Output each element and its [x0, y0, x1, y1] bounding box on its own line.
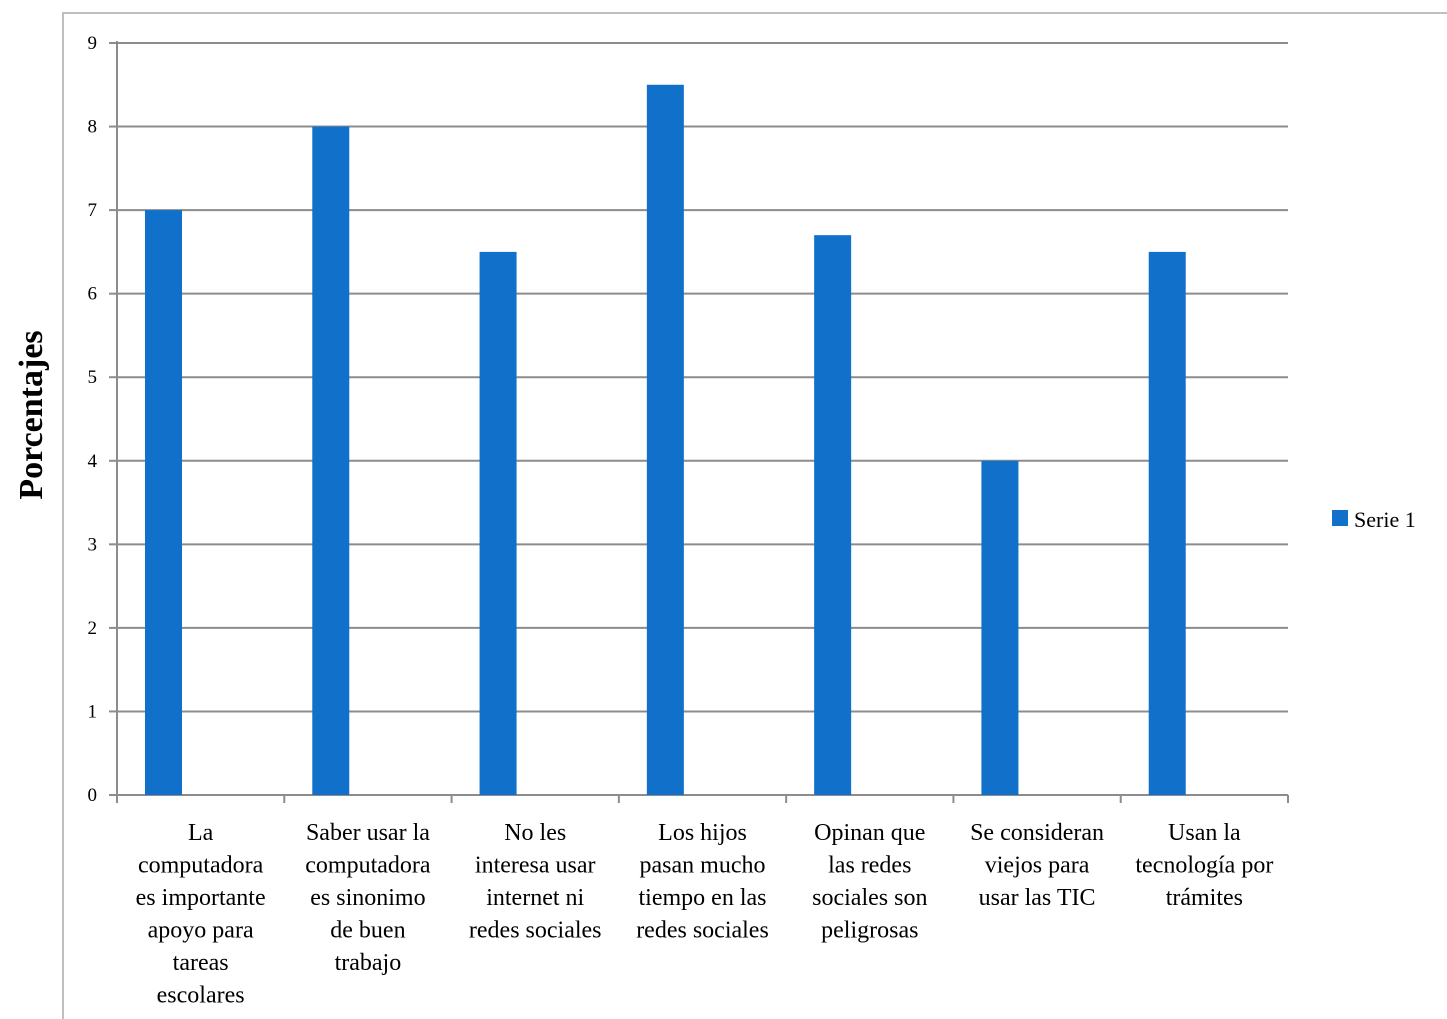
- y-tick-label: 1: [88, 701, 98, 722]
- bar: [814, 235, 852, 795]
- chart-frame: [62, 12, 1447, 1019]
- bar: [646, 84, 684, 796]
- y-tick-label: 9: [88, 33, 98, 54]
- y-tick-label: 0: [88, 785, 98, 806]
- y-tick-label: 5: [88, 367, 98, 388]
- legend-swatch: [1332, 510, 1348, 526]
- x-category-label: La computadora es importante apoyo para tare…: [136, 820, 266, 1009]
- legend: Serie 1: [1332, 507, 1416, 532]
- y-tick-label: 3: [88, 534, 98, 555]
- bar: [981, 460, 1019, 795]
- x-category-label: Saber usar la computadora es sinonimo de bu…: [305, 820, 431, 976]
- y-axis-label: Porcentajes: [13, 330, 50, 499]
- axes: [109, 41, 1289, 803]
- x-category-label: No les interesa usar internet ni redes soci…: [469, 820, 602, 944]
- bar: [1148, 251, 1186, 795]
- x-category-label: Los hijos pasan mucho tiempo en las redes s…: [636, 820, 769, 944]
- bar: [145, 210, 182, 796]
- y-tick-label: 8: [88, 117, 98, 138]
- bars: [145, 84, 1186, 796]
- y-tick-label: 4: [88, 451, 98, 472]
- y-tick-labels: 0 1 2 3 4 5 6 7 8 9: [88, 33, 98, 806]
- y-tick-label: 7: [88, 200, 98, 221]
- bar: [479, 251, 517, 795]
- gridlines: [109, 42, 1288, 796]
- x-category-label: Se consideran viejos para usar las TIC: [970, 820, 1104, 911]
- x-category-labels: La computadora es importante apoyo para tare…: [136, 820, 1274, 1009]
- bar: [312, 126, 350, 796]
- legend-label: Serie 1: [1354, 507, 1416, 532]
- y-tick-label: 2: [88, 618, 98, 639]
- x-category-label: Opinan que las redes sociales son peligrosa…: [812, 820, 927, 944]
- x-category-label: Usan la tecnología por trámites: [1135, 820, 1273, 911]
- y-tick-label: 6: [88, 284, 98, 305]
